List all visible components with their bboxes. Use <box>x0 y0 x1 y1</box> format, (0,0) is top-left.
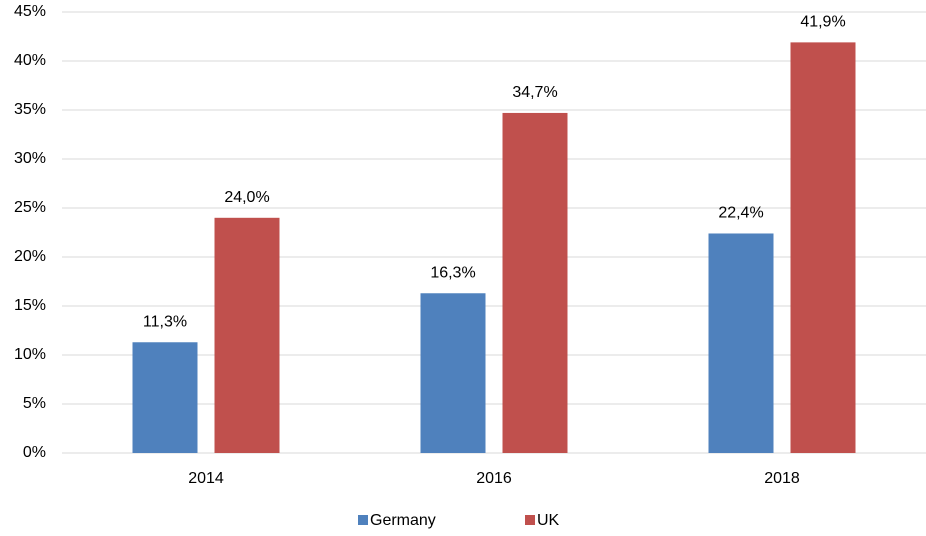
y-tick-label: 20% <box>14 248 46 265</box>
x-tick-label: 2014 <box>188 470 224 487</box>
data-label: 11,3% <box>143 313 187 330</box>
legend-label: UK <box>537 512 560 529</box>
y-tick-label: 0% <box>23 444 46 461</box>
bar <box>790 42 856 453</box>
y-tick-label: 25% <box>14 199 46 216</box>
legend-swatch <box>525 515 535 525</box>
legend-label: Germany <box>370 512 436 529</box>
data-label: 22,4% <box>718 205 763 222</box>
y-tick-label: 35% <box>14 101 46 118</box>
y-tick-label: 30% <box>14 150 46 167</box>
data-label: 41,9% <box>800 14 845 31</box>
bar <box>420 293 486 453</box>
data-label: 16,3% <box>430 264 475 281</box>
y-tick-label: 40% <box>14 52 46 69</box>
x-tick-label: 2016 <box>476 470 512 487</box>
y-tick-label: 15% <box>14 297 46 314</box>
bar <box>214 217 280 453</box>
legend-swatch <box>358 515 368 525</box>
data-label: 34,7% <box>512 84 557 101</box>
y-tick-label: 45% <box>14 3 46 20</box>
bar <box>502 112 568 453</box>
y-tick-label: 5% <box>23 395 46 412</box>
data-label: 24,0% <box>224 189 269 206</box>
bar <box>132 342 198 453</box>
bar <box>708 233 774 453</box>
y-tick-label: 10% <box>14 346 46 363</box>
x-tick-label: 2018 <box>764 470 800 487</box>
